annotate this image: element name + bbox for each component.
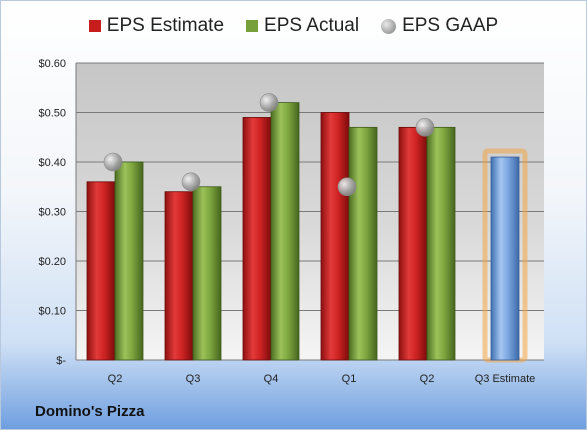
legend-item-eps-gaap: EPS GAAP bbox=[381, 15, 498, 37]
eps-estimate-bar bbox=[242, 117, 272, 361]
eps-estimate-bar bbox=[86, 181, 116, 361]
x-tick-label: Q1 bbox=[342, 373, 357, 385]
y-tick-label: $0.30 bbox=[38, 207, 66, 219]
company-name: Domino's Pizza bbox=[35, 403, 145, 420]
x-tick-label: Q4 bbox=[264, 373, 279, 385]
legend-label-eps-estimate: EPS Estimate bbox=[106, 15, 225, 36]
legend-item-eps-actual: EPS Actual bbox=[246, 15, 359, 37]
y-tick-label: $0.10 bbox=[38, 306, 66, 318]
eps-actual-bar bbox=[426, 126, 456, 361]
x-tick-label: Q3 bbox=[186, 373, 201, 385]
x-tick-label: Q2 bbox=[108, 373, 123, 385]
axes: $- $0.10 $0.20 $0.30 $0.40 $0.50 $0.60 Q2 Q3 Q4 Q1… bbox=[38, 58, 535, 385]
x-tick-label: Q3 Estimate bbox=[475, 373, 536, 385]
eps-gaap-marker bbox=[337, 177, 357, 197]
legend-swatch-eps-estimate bbox=[88, 20, 101, 32]
legend-swatch-eps-gaap bbox=[381, 18, 397, 34]
eps-actual-bar bbox=[192, 186, 222, 361]
y-tick-label: $0.50 bbox=[38, 108, 66, 120]
x-tick-label: Q2 bbox=[420, 373, 435, 385]
y-tick-label: $0.40 bbox=[38, 157, 66, 169]
eps-forecast-bar bbox=[490, 156, 520, 361]
chart-legend: EPS Estimate EPS Actual EPS GAAP bbox=[1, 15, 586, 37]
legend-label-eps-gaap: EPS GAAP bbox=[402, 15, 499, 36]
y-tick-label: $0.60 bbox=[38, 58, 66, 70]
eps-gaap-marker bbox=[103, 152, 123, 172]
eps-actual-bar bbox=[114, 161, 144, 361]
legend-swatch-eps-actual bbox=[246, 20, 259, 32]
bars bbox=[86, 102, 528, 363]
legend-label-eps-actual: EPS Actual bbox=[264, 15, 360, 36]
eps-actual-bar bbox=[270, 102, 300, 361]
eps-actual-bar bbox=[348, 126, 378, 361]
y-tick-label: $- bbox=[56, 355, 66, 367]
legend-item-eps-estimate: EPS Estimate bbox=[88, 15, 225, 37]
eps-estimate-bar bbox=[398, 126, 428, 361]
eps-estimate-bar bbox=[320, 112, 350, 361]
eps-gaap-marker bbox=[181, 172, 201, 192]
eps-gaap-marker bbox=[415, 118, 435, 137]
y-tick-label: $0.20 bbox=[38, 256, 66, 268]
eps-gaap-marker bbox=[259, 93, 279, 112]
grid-lines bbox=[76, 62, 544, 361]
eps-estimate-bar bbox=[164, 191, 194, 361]
gaap-markers bbox=[103, 93, 435, 197]
